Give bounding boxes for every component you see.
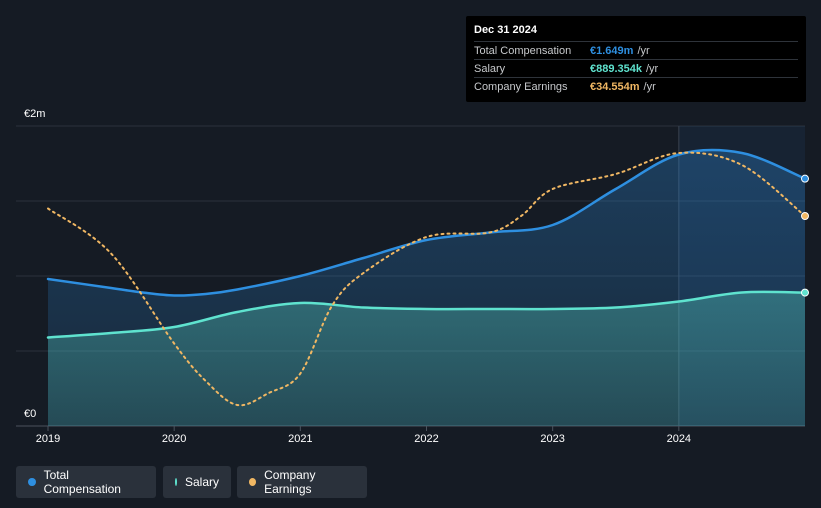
x-tick-label: 2019 [36, 433, 60, 445]
company-earnings-line [47, 151, 806, 407]
tooltip: Dec 31 2024 Total Compensation €1.649m /… [466, 16, 806, 102]
legend-total-compensation[interactable]: Total Compensation [16, 466, 156, 498]
tooltip-unit: /yr [643, 80, 656, 93]
tooltip-unit: /yr [637, 44, 650, 57]
x-axis-ticks: 2019 2020 2021 2022 2023 2024 [36, 426, 691, 445]
total-compensation-line [46, 148, 807, 297]
series-lines [46, 148, 807, 407]
legend-dot-icon [28, 478, 36, 486]
x-tick-label: 2024 [667, 433, 691, 445]
legend-dot-icon [175, 478, 177, 486]
legend-salary[interactable]: Salary [163, 466, 231, 498]
tooltip-row-salary: Salary €889.354k /yr [474, 59, 798, 77]
x-tick-label: 2021 [288, 433, 312, 445]
y-axis-bottom-label: €0 [24, 408, 37, 420]
tooltip-value: €34.554m [590, 80, 640, 93]
total-compensation-endpoint [801, 174, 809, 183]
legend-company-earnings[interactable]: Company Earnings [237, 466, 367, 498]
series-areas [48, 149, 805, 426]
salary-area [48, 291, 805, 426]
tooltip-value: €1.649m [590, 44, 634, 57]
tooltip-label: Total Compensation [474, 44, 572, 57]
company-earnings-endpoint [801, 212, 809, 220]
tooltip-row-company-earnings: Company Earnings €34.554m /yr [474, 77, 798, 95]
tooltip-label: Company Earnings [474, 80, 568, 93]
y-axis-top-label: €2m [24, 108, 46, 120]
x-tick-label: 2023 [540, 433, 564, 445]
legend-label: Salary [184, 475, 219, 489]
tooltip-row-total-compensation: Total Compensation €1.649m /yr [474, 41, 798, 59]
salary-endpoint [801, 288, 809, 297]
salary-line [46, 290, 807, 339]
tooltip-unit: /yr [646, 62, 659, 75]
x-tick-label: 2020 [162, 433, 186, 445]
series-endpoints [801, 174, 809, 297]
legend-label: Company Earnings [264, 468, 316, 496]
x-tick-label: 2022 [414, 433, 438, 445]
tooltip-value: €889.354k [590, 62, 642, 75]
tooltip-date: Dec 31 2024 [474, 24, 537, 36]
tooltip-label: Salary [474, 62, 506, 75]
legend-dot-icon [249, 478, 257, 486]
legend-label: Total Compensation [43, 468, 121, 496]
